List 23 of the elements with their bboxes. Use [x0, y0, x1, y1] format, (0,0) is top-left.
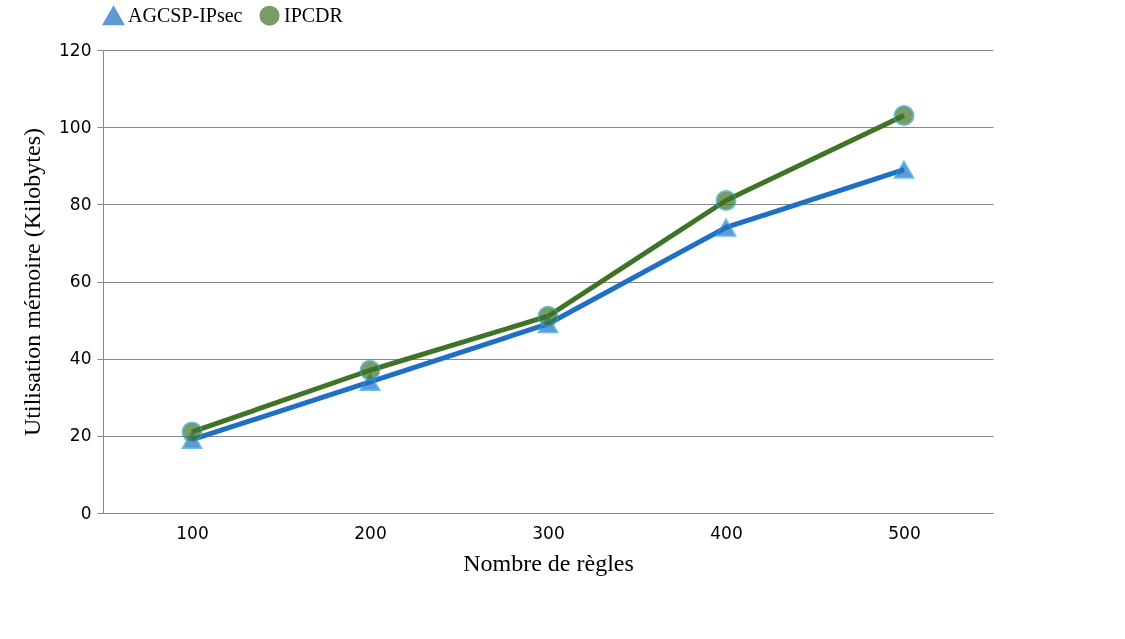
point — [715, 218, 737, 237]
legend-label: IPCDR — [284, 3, 344, 26]
point — [181, 421, 203, 443]
point — [359, 359, 381, 381]
y-tick-label: 120 — [59, 39, 92, 60]
y-tick-label: 60 — [69, 271, 92, 291]
y-tick-label: 20 — [69, 425, 92, 446]
point — [537, 305, 559, 327]
y-axis-title: Utilisation mémoire (Kilobytes) — [19, 128, 46, 436]
x-axis-title: Nombre de règles — [463, 549, 634, 576]
legend-label: AGCSP-IPsec — [128, 4, 243, 27]
point — [893, 160, 915, 179]
y-tick-label: 40 — [69, 348, 92, 369]
x-tick-label: 300 — [532, 522, 565, 543]
x-tick-label: 100 — [176, 522, 209, 543]
x-tick-label: 500 — [888, 522, 921, 543]
y-tick-label: 100 — [59, 116, 92, 137]
y-tick-label: 80 — [69, 193, 92, 214]
x-tick-label: 400 — [710, 522, 743, 543]
point — [893, 105, 915, 127]
x-tick-label: 200 — [354, 522, 387, 543]
point — [715, 190, 737, 211]
y-tick-label: 0 — [80, 502, 92, 523]
